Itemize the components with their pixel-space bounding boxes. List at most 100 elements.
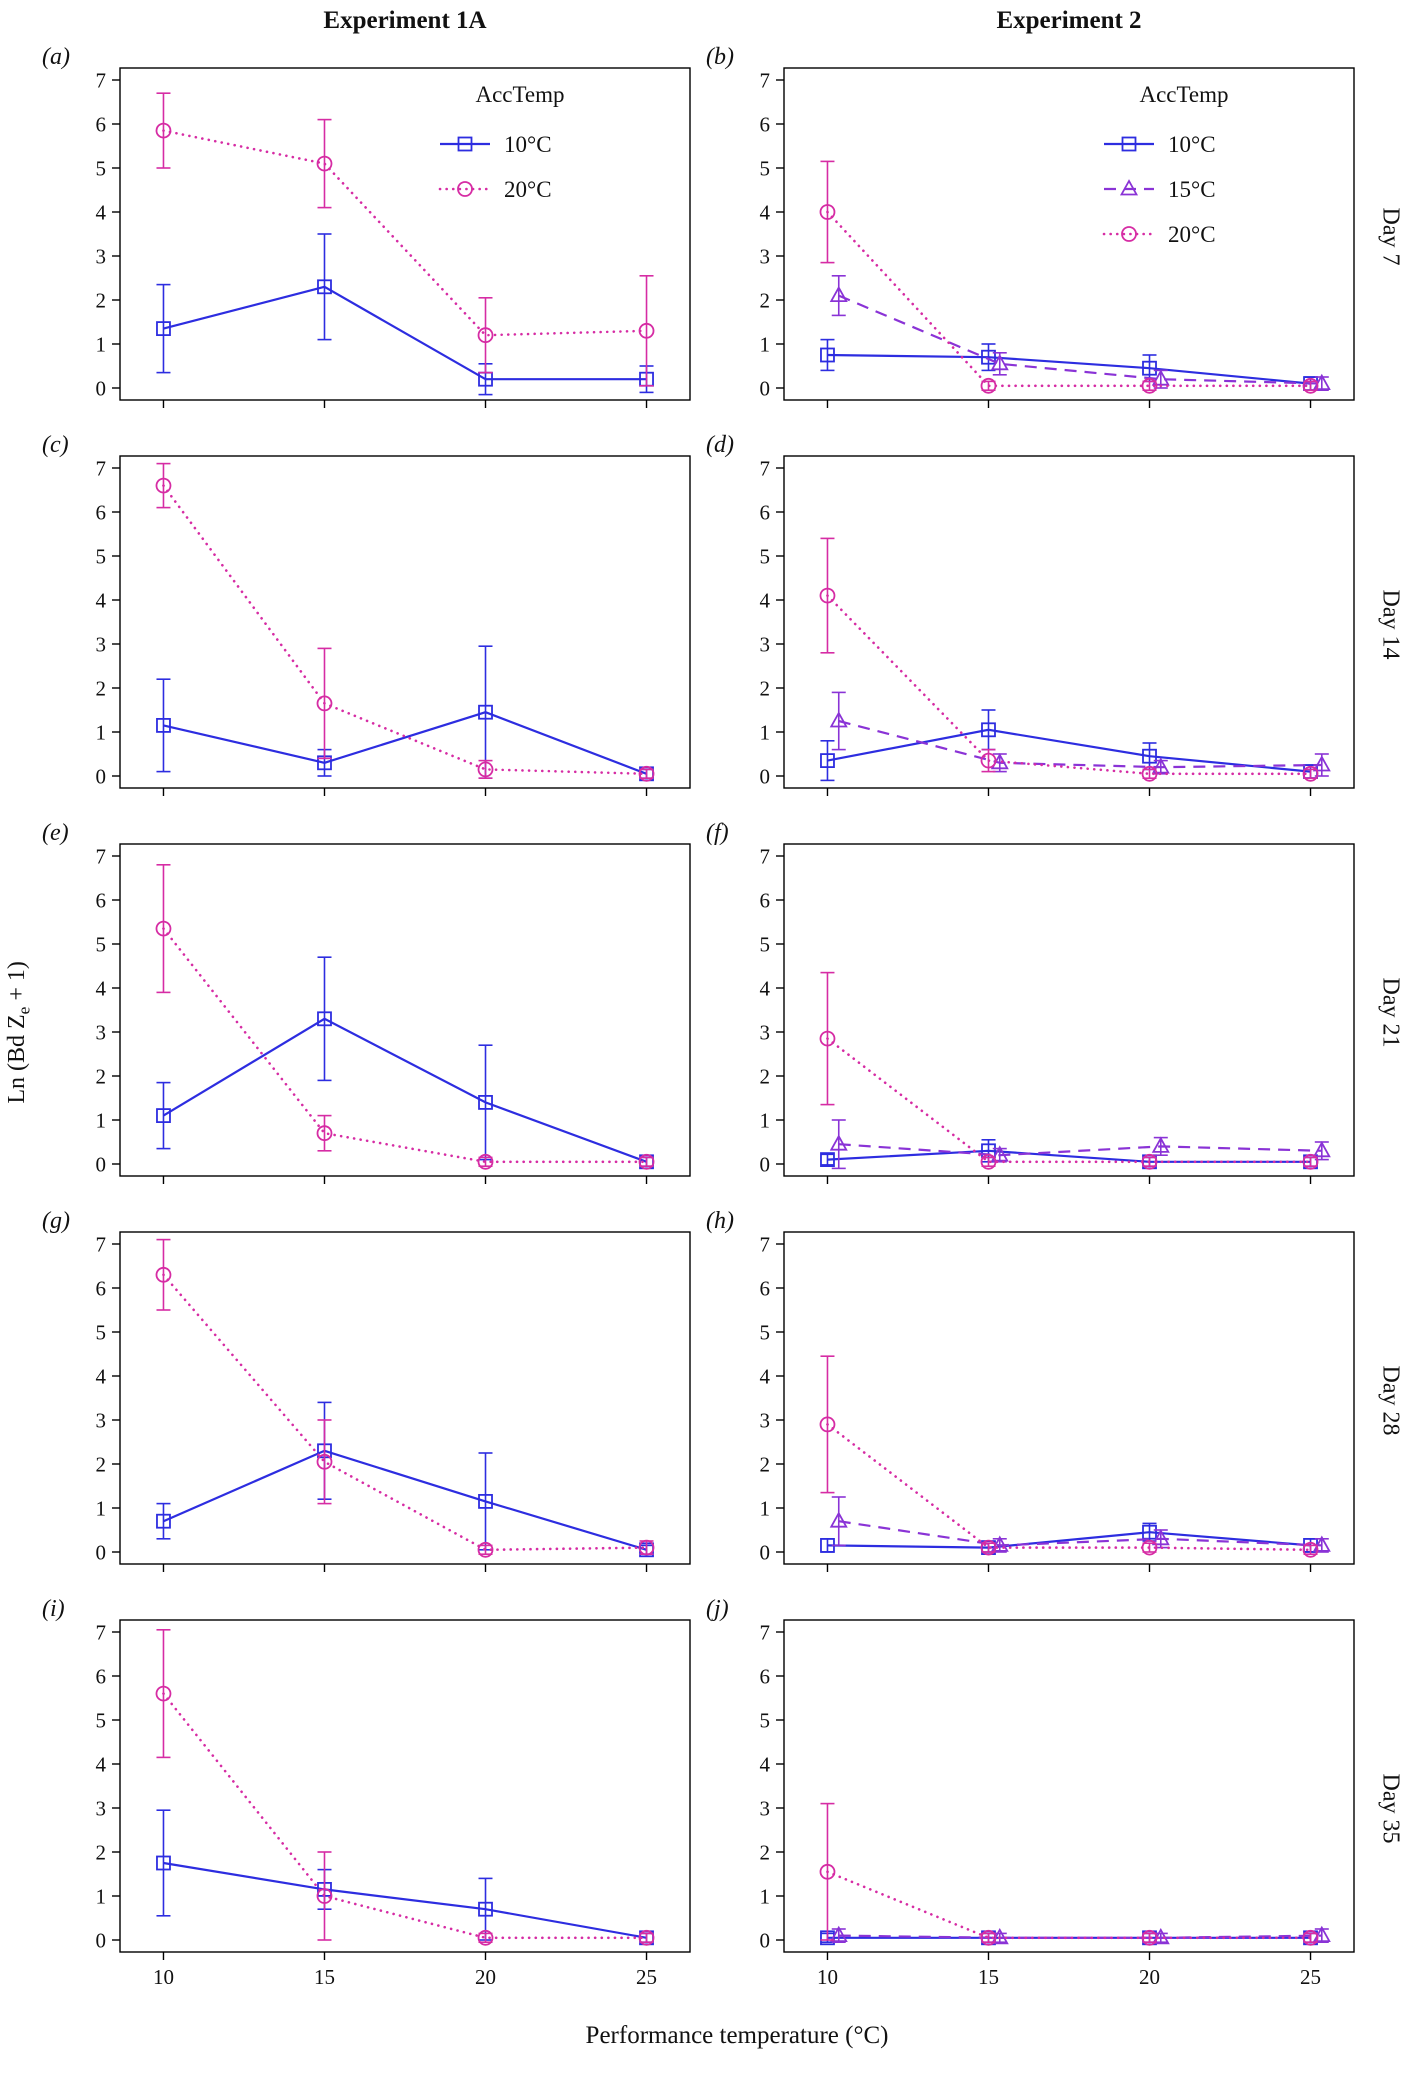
y-tick-label: 1 (96, 1497, 107, 1521)
data-point-marker (829, 285, 848, 303)
data-point-marker (819, 1863, 836, 1880)
data-point-marker (478, 1901, 493, 1917)
data-point-marker (1142, 360, 1157, 376)
y-tick-label: 3 (96, 1021, 107, 1045)
plot-box (119, 1231, 691, 1565)
data-point-marker (981, 722, 996, 738)
y-tick-label: 4 (96, 1753, 107, 1777)
series-line (827, 1149, 1311, 1163)
y-axis-label-subscript: e (14, 1006, 34, 1014)
data-point-marker (1142, 1524, 1157, 1540)
data-point-marker (829, 1134, 848, 1151)
series-20°C (819, 537, 1319, 782)
series-line (163, 285, 647, 381)
y-tick-label: 2 (96, 677, 107, 701)
data-point-marker (155, 1685, 172, 1702)
series-10°C (820, 1138, 1318, 1170)
data-point-marker (478, 1094, 493, 1110)
y-tick-label: 6 (96, 113, 107, 137)
y-tick-label: 7 (760, 457, 771, 481)
series-10°C (156, 1401, 654, 1558)
legend-entry-label: 10°C (504, 132, 552, 157)
y-tick-label: 6 (96, 501, 107, 525)
series-10°C (156, 233, 654, 396)
plot-box (119, 67, 691, 401)
y-tick-label: 3 (96, 1409, 107, 1433)
data-point-marker (638, 322, 655, 339)
series-line (827, 353, 1311, 385)
y-tick-label: 4 (760, 977, 771, 1001)
y-tick-label: 5 (760, 933, 771, 957)
data-point-marker (155, 920, 172, 937)
y-tick-label: 7 (96, 845, 107, 869)
legend-marker-circle (457, 181, 473, 197)
panel-d: (d) 0 1 2 3 4 5 6 7 (702, 430, 1366, 818)
chart-svg-a: (a) 0 1 2 3 4 5 6 7 AccTemp 10°C 20°C (42, 44, 691, 408)
series-line (826, 1037, 1312, 1164)
series-line (162, 1017, 647, 1163)
series-line (163, 1449, 647, 1551)
data-point-marker (1302, 765, 1319, 782)
legend-entry-label: 15°C (1168, 177, 1216, 202)
chart-svg-h: (h) 0 1 2 3 4 5 6 7 (706, 1208, 1355, 1572)
y-tick-label: 0 (760, 1153, 771, 1177)
y-tick-label: 0 (96, 765, 107, 789)
plot-box (119, 1619, 691, 1953)
y-tick-label: 2 (96, 1065, 107, 1089)
legend-title: AccTemp (475, 82, 564, 107)
series-10°C (820, 709, 1318, 782)
y-tick-label: 7 (760, 1233, 771, 1257)
y-tick-label: 1 (760, 721, 771, 745)
data-point-marker (156, 1855, 171, 1871)
chart-svg-f: (f) 0 1 2 3 4 5 6 7 (706, 820, 1355, 1184)
series-15°C (829, 1119, 1331, 1170)
y-axis-label-suffix: + 1) (3, 960, 30, 1007)
series-10°C (820, 338, 1318, 392)
panel-j: (j) 0 1 2 3 4 5 6 7 10 15 20 25 (702, 1594, 1366, 2022)
y-axis-label-text: Ln (Bd Z (3, 1013, 30, 1104)
series-line (826, 594, 1312, 776)
x-axis-label: Performance temperature (°C) (585, 2022, 889, 2049)
y-tick-label: 3 (96, 633, 107, 657)
y-tick-label: 7 (96, 1233, 107, 1257)
data-point-marker (316, 155, 333, 172)
legend-marker-square (457, 136, 473, 152)
y-tick-label: 1 (96, 1109, 107, 1133)
y-tick-label: 5 (760, 1709, 771, 1733)
row-label-day-7: Day 7 (1366, 42, 1414, 430)
row-label-day-35: Day 35 (1366, 1594, 1414, 2022)
series-line (826, 1423, 1312, 1552)
data-point-marker (820, 1152, 835, 1168)
data-point-marker (980, 1153, 997, 1170)
row-label-day-21: Day 21 (1366, 818, 1414, 1206)
series-15°C (829, 1496, 1331, 1553)
plot-box (783, 843, 1355, 1177)
y-tick-label: 2 (760, 1841, 771, 1865)
y-tick-label: 5 (96, 157, 107, 181)
panel-letter: (i) (42, 1596, 65, 1622)
y-tick-label: 6 (760, 889, 771, 913)
data-point-marker (638, 1929, 655, 1946)
y-tick-label: 0 (96, 1541, 107, 1565)
plot-box (783, 1619, 1355, 1953)
data-point-marker (316, 1453, 333, 1470)
y-tick-label: 1 (96, 333, 107, 357)
y-tick-label: 3 (760, 1797, 771, 1821)
y-tick-label: 4 (96, 1365, 107, 1389)
y-tick-label: 0 (96, 1153, 107, 1177)
panel-b: (b) 0 1 2 3 4 5 6 7 AccTemp 10°C 15°C 20°C (702, 42, 1366, 430)
x-tick-label: 20 (1139, 1965, 1160, 1989)
series-line (163, 711, 647, 775)
y-tick-label: 5 (760, 545, 771, 569)
y-tick-label: 5 (96, 1321, 107, 1345)
legend: AccTemp 10°C 20°C (438, 82, 565, 202)
data-point-marker (980, 1929, 997, 1946)
data-point-marker (1302, 1541, 1319, 1558)
legend-marker-triangle (1119, 179, 1139, 196)
panel-letter: (c) (42, 432, 69, 458)
y-tick-label: 5 (760, 157, 771, 181)
y-tick-label: 0 (760, 377, 771, 401)
x-tick-label: 10 (153, 1965, 174, 1989)
y-tick-label: 6 (760, 501, 771, 525)
y-tick-label: 2 (96, 289, 107, 313)
